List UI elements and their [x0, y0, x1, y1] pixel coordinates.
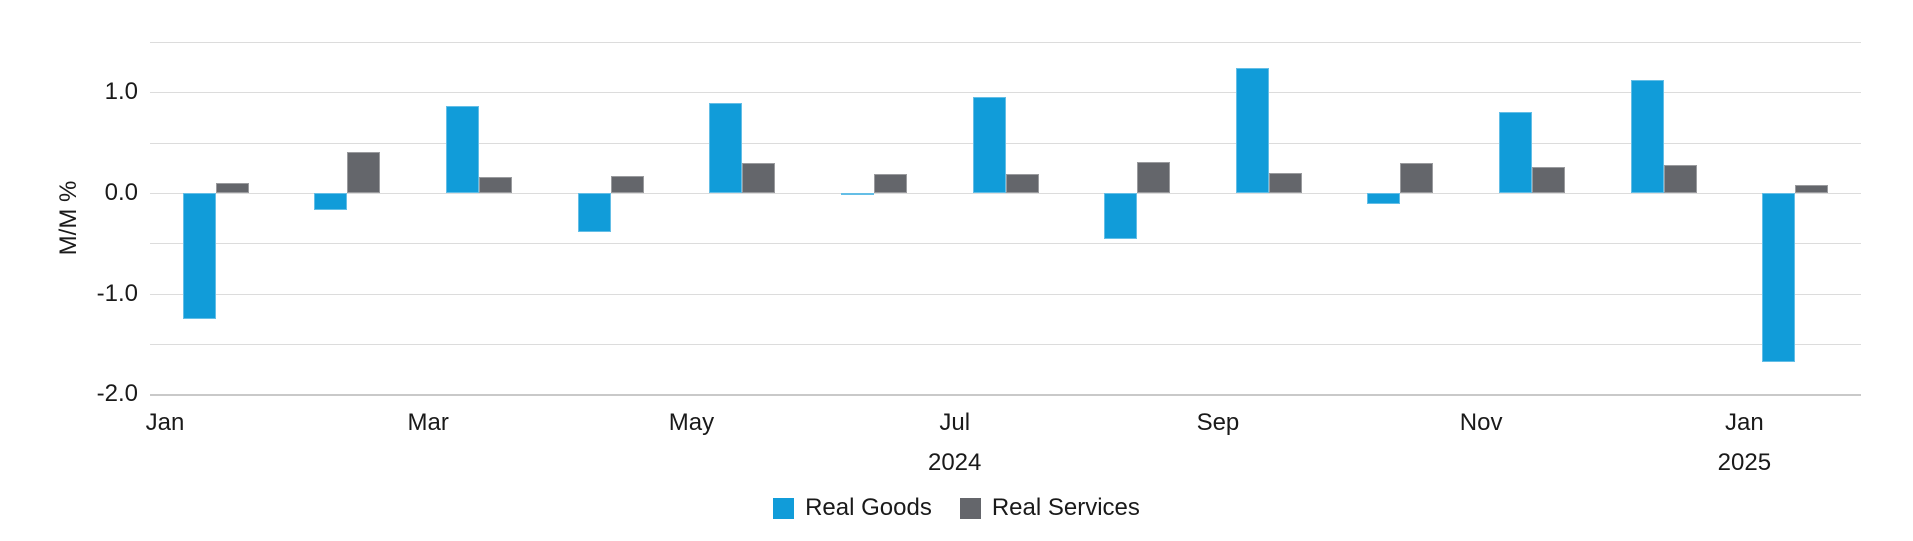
bar-real-goods-mar-2024 [446, 106, 480, 193]
bar-real-goods-apr-2024 [577, 193, 611, 233]
bar-real-services-nov-2024 [1531, 166, 1565, 193]
x-tick-label-jan-0: Jan [145, 409, 185, 436]
x-tick-label-jan-12: Jan [1725, 409, 1764, 436]
gridline [150, 193, 1861, 194]
bar-real-services-oct-2024 [1400, 162, 1434, 193]
x-tick-label-may-4: May [668, 409, 715, 436]
bar-real-goods-may-2024 [709, 103, 743, 193]
legend-label-real-services: Real Services [991, 494, 1140, 521]
bar-real-goods-oct-2024 [1367, 193, 1401, 205]
gridline [150, 343, 1861, 345]
legend-swatch-real-services [959, 497, 981, 519]
x-axis-year-label-2025: 2025 [1717, 449, 1772, 476]
legend-item-real-services: Real Services [959, 494, 1140, 522]
bar-real-services-jun-2024 [873, 173, 907, 193]
bar-real-services-jul-2024 [1005, 173, 1039, 193]
bar-real-goods-sep-2024 [1235, 68, 1269, 193]
y-tick-label--2.0: -2.0 [96, 380, 138, 408]
gridline [150, 142, 1861, 144]
bar-real-services-sep-2024 [1268, 172, 1302, 193]
bar-real-services-dec-2024 [1663, 164, 1697, 193]
y-tick-label--1.0: -1.0 [96, 279, 138, 307]
gridline [150, 293, 1861, 295]
bar-real-services-jan-2025 [1795, 184, 1829, 193]
x-tick-label-mar-2: Mar [407, 409, 449, 436]
bar-real-services-jan-2024 [215, 182, 249, 193]
bar-real-services-may-2024 [742, 162, 776, 193]
bar-real-goods-jun-2024 [840, 193, 874, 195]
legend: Real Goods Real Services [0, 494, 1913, 522]
y-tick-label-0.0: 0.0 [104, 179, 138, 206]
bar-real-goods-dec-2024 [1630, 80, 1664, 193]
gridline [150, 42, 1861, 44]
gridline [150, 243, 1861, 245]
bar-real-services-feb-2024 [347, 151, 381, 193]
legend-swatch-real-goods [773, 497, 795, 519]
bar-real-goods-jan-2024 [182, 193, 216, 319]
x-tick-label-sep-8: Sep [1196, 409, 1240, 436]
x-axis-year-label-2024: 2024 [927, 449, 982, 476]
bar-real-goods-jan-2025 [1762, 193, 1796, 362]
y-tick-label-1.0: 1.0 [104, 78, 138, 106]
bar-real-services-mar-2024 [479, 176, 513, 193]
legend-label-real-goods: Real Goods [805, 494, 932, 521]
x-axis-line [150, 394, 1861, 397]
x-tick-label-jul-6: Jul [939, 409, 971, 436]
bar-real-goods-feb-2024 [314, 193, 348, 211]
x-tick-label-nov-10: Nov [1459, 409, 1503, 436]
gridline [150, 92, 1861, 94]
bar-real-goods-nov-2024 [1498, 111, 1532, 193]
bar-real-services-apr-2024 [610, 175, 644, 193]
bar-real-goods-jul-2024 [972, 97, 1006, 193]
bar-real-goods-aug-2024 [1104, 193, 1138, 240]
legend-item-real-goods: Real Goods [773, 494, 932, 522]
bar-real-services-aug-2024 [1137, 161, 1171, 193]
